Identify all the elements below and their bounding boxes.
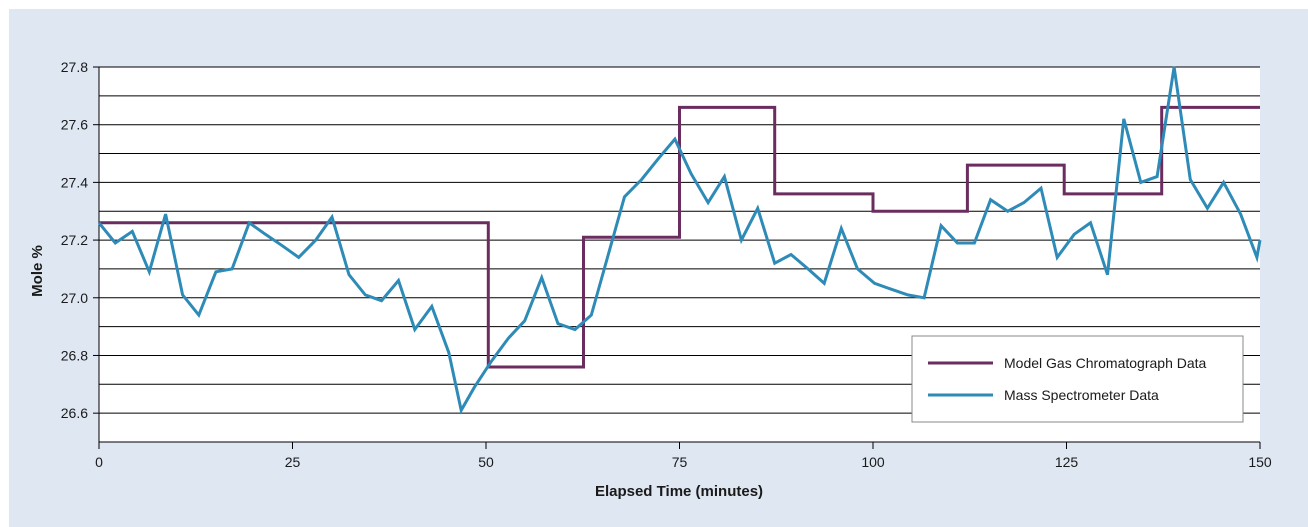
- x-tick-label: 25: [285, 454, 301, 470]
- series-mass-spectrometer-line: [97, 66, 1262, 415]
- y-tick-label: 27.4: [61, 174, 88, 190]
- x-tick-label: 75: [672, 454, 688, 470]
- y-tick-label: 27.0: [61, 290, 88, 306]
- series-gas-chromatograph-line: [99, 105, 1260, 369]
- legend-box: [911, 335, 1244, 423]
- y-tick-label: 26.8: [61, 347, 88, 363]
- line-chart: 26.6 26.8 27.0 27.2 27.4 27.6 27.8 0 25 50 75 100 1…: [29, 59, 1272, 500]
- x-tick-label: 50: [478, 454, 494, 470]
- x-axis-title: Elapsed Time (minutes): [595, 483, 763, 500]
- y-axis-ticks: 26.6 26.8 27.0 27.2 27.4 27.6 27.8: [61, 59, 99, 421]
- x-tick-label: 150: [1248, 454, 1272, 470]
- y-tick-label: 27.6: [61, 117, 88, 133]
- x-tick-label: 100: [861, 454, 885, 470]
- legend-label-gas-chromatograph: Model Gas Chromatograph Data: [1004, 355, 1207, 371]
- x-axis-ticks: 0 25 50 75 100 125 150: [95, 442, 1272, 470]
- x-tick-label: 125: [1055, 454, 1079, 470]
- series-layer: [97, 66, 1262, 415]
- y-tick-label: 27.8: [61, 59, 88, 75]
- legend-label-mass-spectrometer: Mass Spectrometer Data: [1004, 387, 1159, 403]
- y-axis-title: Mole %: [29, 245, 46, 297]
- y-tick-label: 27.2: [61, 232, 88, 248]
- y-tick-label: 26.6: [61, 405, 88, 421]
- x-tick-label: 0: [95, 454, 103, 470]
- chart-panel: 26.6 26.8 27.0 27.2 27.4 27.6 27.8 0 25 50 75 100 1…: [9, 9, 1308, 527]
- legend: Model Gas Chromatograph Data Mass Spectr…: [911, 335, 1244, 423]
